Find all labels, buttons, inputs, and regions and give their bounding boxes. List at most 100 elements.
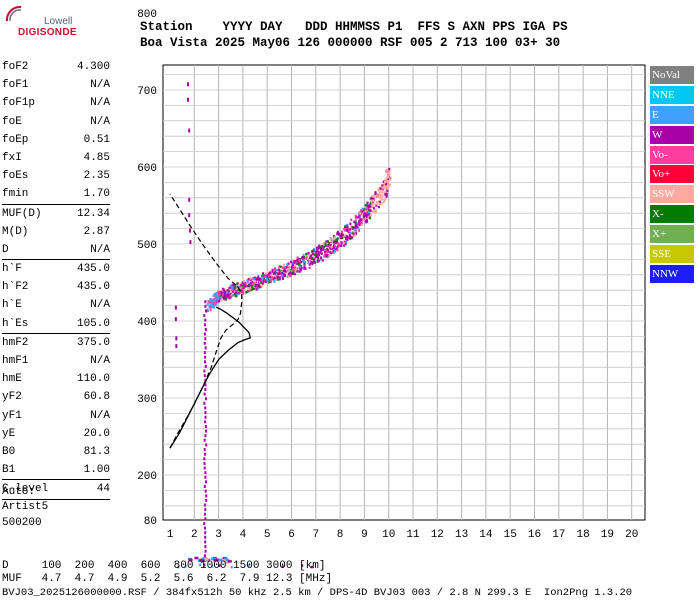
param-value: 435.0 [76,263,110,276]
trace-point [216,294,219,297]
param-name: yE [2,427,16,440]
trace-point [364,210,367,213]
param-row: fmin 1.70 [2,185,110,203]
trace-point [203,438,206,442]
trace-point [310,256,313,260]
trace-point [356,225,359,229]
param-row: h`Es 105.0 [2,315,110,333]
trace-point [345,240,348,243]
header-values: Boa Vista 2025 May06 126 000000 RSF 005 … [140,36,561,50]
x-tick-label: 1 [167,529,174,541]
trace-point [387,175,390,179]
param-name: foF1p [2,97,36,110]
trace-point [188,213,191,218]
trace-point [253,276,256,280]
trace-point [290,272,293,276]
trace-point [385,186,388,189]
x-tick-label: 5 [264,529,271,541]
trace-point [257,275,260,279]
x-tick-label: 11 [406,529,420,541]
trace-point [383,198,386,202]
trace-point [264,274,267,277]
param-value: N/A [90,355,110,367]
trace-point [233,294,236,298]
param-name: fxI [2,151,22,164]
trace-point [262,279,265,283]
trace-point [298,258,301,262]
param-value: N/A [90,79,110,92]
trace-point [271,276,274,279]
trace-point [205,443,208,447]
trace-point [330,245,333,249]
trace-point [208,301,211,304]
trace-point [211,565,214,568]
trace-point [320,245,323,249]
trace-point [215,302,218,306]
trace-point [324,250,327,254]
trace-point [276,278,279,281]
param-row: foF1p N/A [2,94,110,112]
trace-point [255,284,258,287]
trace-point [229,290,232,294]
trace-point [205,429,208,433]
param-name: yF1 [2,409,22,422]
trace-point [329,240,332,243]
param-row: foF2 4.300 [2,58,110,76]
trace-point [280,274,283,278]
trace-point [203,314,206,318]
trace-point [347,236,350,239]
trace-point [216,291,219,295]
trace-point [368,204,371,207]
trace-point [358,229,361,232]
trace-point [188,558,193,562]
trace-point [203,323,206,327]
trace-point [249,285,252,288]
y-tick-label: 600 [137,163,157,175]
trace-point [220,298,223,302]
trace-point [267,277,270,280]
trace-point [292,267,295,271]
trace-point [234,286,237,289]
trace-point [259,277,262,281]
trace-point [215,300,218,304]
params-separator [2,498,110,500]
param-row: foF1 N/A [2,76,110,94]
param-name: foE [2,115,22,128]
trace-point [308,266,311,270]
param-row: h`F 435.0 [2,260,110,278]
trace-point [212,294,215,297]
trace-point [359,211,362,215]
legend-item: X+ [650,225,694,244]
trace-point [317,259,320,263]
trace-point [229,284,232,288]
trace-point [270,274,273,277]
trace-point [332,237,335,241]
trace-point [329,247,332,251]
trace-point [229,296,232,299]
trace-point [327,250,330,253]
trace-point [331,239,334,242]
trace-point [372,206,375,210]
trace-point [388,169,391,173]
trace-point [204,508,207,512]
trace-point [319,251,322,254]
trace-point [203,526,206,530]
trace-point [384,196,387,200]
trace-point [359,217,362,220]
trace-point [364,219,367,223]
trace-point [376,195,379,198]
trace-point [358,214,361,218]
trace-point [367,211,370,214]
plot-frame [162,64,646,521]
trace-point [235,283,238,287]
trace-point [174,317,177,322]
trace-point [379,196,382,199]
trace-point [204,346,207,350]
trace-point [384,182,387,186]
trace-point [246,279,249,282]
trace-point [340,241,343,244]
params-separator [2,203,110,205]
trace-point [269,270,272,273]
param-value: 105.0 [76,317,110,330]
trace-point [387,174,390,178]
